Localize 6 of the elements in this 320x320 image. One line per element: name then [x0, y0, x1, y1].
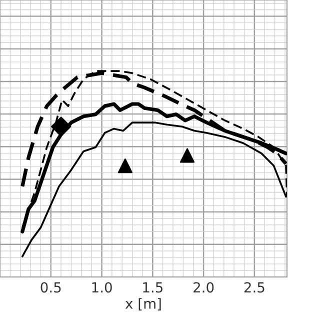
x-tick-label: 2.5 — [244, 282, 264, 293]
x-axis-title: x [m] — [125, 298, 161, 310]
x-tick-label: 2.0 — [194, 282, 214, 293]
x-tick-label: 0.5 — [40, 282, 61, 293]
x-tick-label: 1.0 — [92, 282, 112, 293]
x-tick-label: 1.5 — [143, 282, 162, 293]
